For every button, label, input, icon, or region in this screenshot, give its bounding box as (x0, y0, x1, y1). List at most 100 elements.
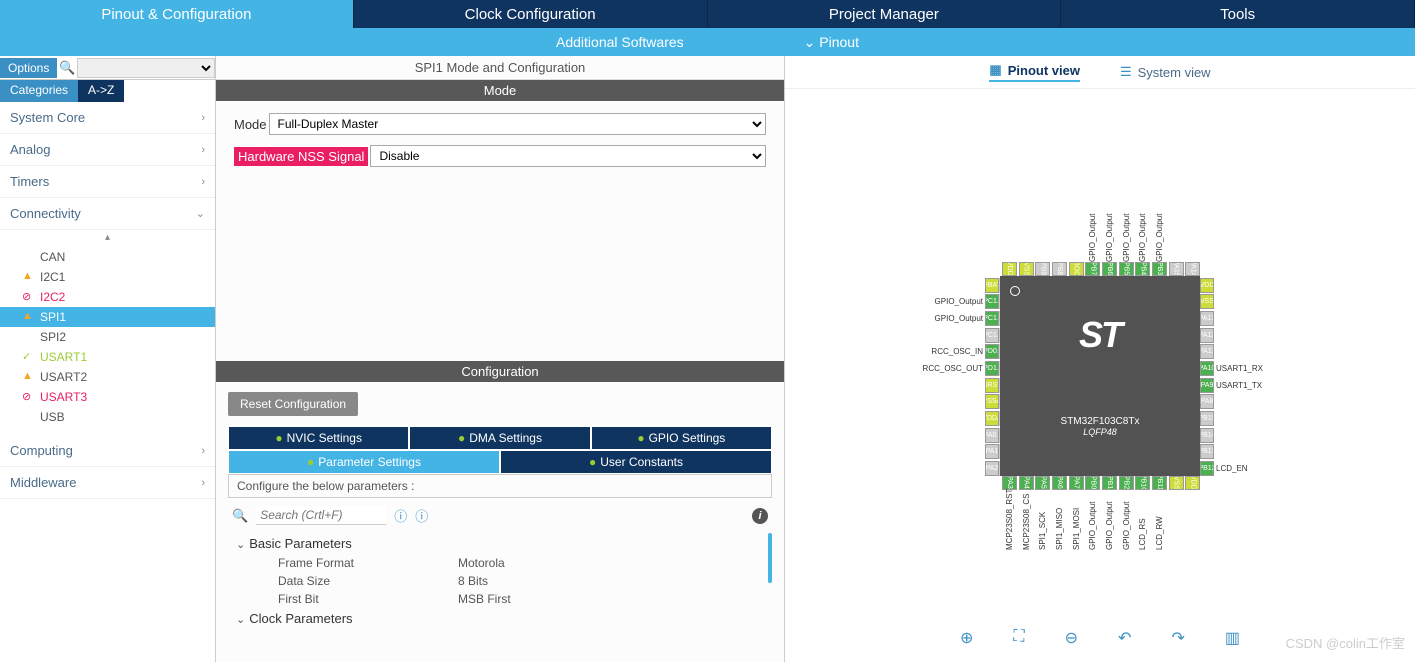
pin[interactable]: VDD (1185, 476, 1200, 490)
peripheral-item[interactable]: ▲SPI1 (0, 307, 215, 327)
pin[interactable]: PB14 (1200, 428, 1214, 443)
list-icon[interactable]: ▥ (1225, 628, 1240, 648)
pin[interactable]: PC1.. (784, 328, 1000, 343)
reset-config-button[interactable]: Reset Configuration (228, 392, 358, 416)
pin[interactable]: PB2GPIO_Output (1119, 476, 1134, 550)
pin[interactable]: VDDA (784, 411, 1000, 426)
pin[interactable]: PA9USART1_TX (1200, 378, 1262, 393)
param-search-input[interactable] (256, 506, 386, 525)
info-icon[interactable]: i (752, 508, 768, 524)
config-tab[interactable]: ●GPIO Settings (591, 426, 772, 450)
pin[interactable]: PA12 (1200, 328, 1214, 343)
pin[interactable]: PA2 (784, 461, 1000, 476)
top-tab[interactable]: Clock Configuration (354, 0, 708, 28)
pin[interactable]: NRST (784, 378, 1000, 393)
pin[interactable]: PB7GPIO_Output (1085, 202, 1100, 276)
category-group[interactable]: Computing› (0, 435, 215, 467)
pin[interactable]: PB5GPIO_Output (1119, 202, 1134, 276)
pin[interactable]: PB10LCD_RS (1135, 476, 1150, 550)
pin[interactable]: PB9 (1035, 262, 1050, 276)
pinout-view-tab[interactable]: ▦Pinout view (989, 62, 1080, 82)
pin[interactable]: BOO (1069, 262, 1084, 276)
pin[interactable]: PA15 (1169, 262, 1184, 276)
pin[interactable]: VSS (1200, 294, 1214, 309)
param-group[interactable]: Basic Parameters (228, 533, 772, 554)
peripheral-item[interactable]: ▲USART2 (0, 367, 215, 387)
pin[interactable]: PA11 (1200, 344, 1214, 359)
config-tab[interactable]: ●NVIC Settings (228, 426, 409, 450)
peripheral-item[interactable]: ▲I2C1 (0, 267, 215, 287)
category-group[interactable]: Middleware› (0, 467, 215, 499)
param-nav-prev-icon[interactable]: ⓘ (394, 506, 407, 525)
fit-icon[interactable]: ⛶ (1013, 628, 1024, 648)
config-tab[interactable]: ●Parameter Settings (228, 450, 500, 474)
pin[interactable]: PA14 (1185, 262, 1200, 276)
pin[interactable]: PA4MCP23S08_CS (1019, 476, 1034, 550)
rotate-left-icon[interactable]: ↶ (1118, 628, 1131, 648)
param-group[interactable]: Clock Parameters (228, 608, 772, 629)
param-item[interactable]: Frame FormatMotorola (228, 554, 772, 572)
pin[interactable]: PA0.. (784, 428, 1000, 443)
pin[interactable]: VSS (1169, 476, 1184, 490)
system-view-tab[interactable]: ☰System view (1120, 62, 1211, 82)
category-group[interactable]: Timers› (0, 166, 215, 198)
pin[interactable]: VSSA (784, 394, 1000, 409)
pin[interactable]: PA7SPI1_MOSI (1069, 476, 1084, 550)
pin[interactable]: PA8 (1200, 394, 1214, 409)
pin[interactable]: PC1..GPIO_Output (784, 294, 1000, 309)
top-tab[interactable]: Project Manager (708, 0, 1062, 28)
peripheral-item[interactable]: USB (0, 407, 215, 427)
az-tab[interactable]: A->Z (78, 80, 124, 102)
pin[interactable]: VSS (1019, 262, 1034, 276)
top-tab[interactable]: Tools (1061, 0, 1415, 28)
pinout-dropdown[interactable]: ⌄ Pinout (804, 34, 859, 51)
additional-softwares-link[interactable]: Additional Softwares (556, 34, 684, 50)
mode-select[interactable]: Disable (370, 145, 766, 167)
pin[interactable]: PA1 (784, 444, 1000, 459)
search-icon[interactable]: 🔍 (57, 60, 77, 76)
param-item[interactable]: First BitMSB First (228, 590, 772, 608)
top-tab[interactable]: Pinout & Configuration (0, 0, 354, 28)
chip-area[interactable]: ST STM32F103C8Tx LQFP48 VBATPC1..GPIO_Ou… (785, 89, 1415, 662)
category-group[interactable]: System Core› (0, 102, 215, 134)
pin[interactable]: PB8 (1052, 262, 1067, 276)
config-tab[interactable]: ●User Constants (500, 450, 772, 474)
pin[interactable]: PA3MCP23S08_RST (1002, 476, 1017, 550)
pin[interactable]: VBAT (784, 278, 1000, 293)
config-tab[interactable]: ●DMA Settings (409, 426, 590, 450)
options-button[interactable]: Options (0, 58, 57, 78)
categories-tab[interactable]: Categories (0, 80, 78, 102)
pin[interactable]: PB6GPIO_Output (1102, 202, 1117, 276)
peripheral-item[interactable]: ✓USART1 (0, 347, 215, 367)
pin[interactable]: VDD (1200, 278, 1214, 293)
pin[interactable]: PB13 (1200, 444, 1214, 459)
mode-select[interactable]: Full-Duplex Master (269, 113, 766, 135)
pin[interactable]: PB15 (1200, 411, 1214, 426)
pin[interactable]: PB1GPIO_Output (1102, 476, 1117, 550)
pin[interactable]: PB11LCD_RW (1152, 476, 1167, 550)
peripheral-item[interactable]: ⊘I2C2 (0, 287, 215, 307)
pin[interactable]: PB3GPIO_Output (1152, 202, 1167, 276)
param-item[interactable]: Data Size8 Bits (228, 572, 772, 590)
rotate-right-icon[interactable]: ↷ (1171, 628, 1184, 648)
category-group[interactable]: Analog› (0, 134, 215, 166)
pin[interactable]: PB4GPIO_Output (1135, 202, 1150, 276)
pin[interactable]: PB0GPIO_Output (1085, 476, 1100, 550)
pin[interactable]: PB12LCD_EN (1200, 461, 1248, 476)
zoom-out-icon[interactable]: ⊖ (1065, 628, 1078, 648)
peripheral-item[interactable]: ⊘USART3 (0, 387, 215, 407)
search-select[interactable] (77, 58, 215, 78)
zoom-in-icon[interactable]: ⊕ (960, 628, 973, 648)
pin[interactable]: PD0..RCC_OSC_IN (784, 344, 1000, 359)
category-group[interactable]: Connectivity⌄ (0, 198, 215, 230)
peripheral-item[interactable]: SPI2 (0, 327, 215, 347)
pin[interactable]: VDD (1002, 262, 1017, 276)
pin[interactable]: PA13 (1200, 311, 1214, 326)
peripheral-item[interactable]: CAN (0, 247, 215, 267)
pin[interactable]: PA10USART1_RX (1200, 361, 1263, 376)
param-search-icon[interactable]: 🔍 (232, 508, 248, 524)
pin[interactable]: PA5SPI1_SCK (1035, 476, 1050, 550)
pin[interactable]: PC1..GPIO_Output (784, 311, 1000, 326)
pin[interactable]: PA6SPI1_MISO (1052, 476, 1067, 550)
pin[interactable]: PD1..RCC_OSC_OUT (784, 361, 1000, 376)
